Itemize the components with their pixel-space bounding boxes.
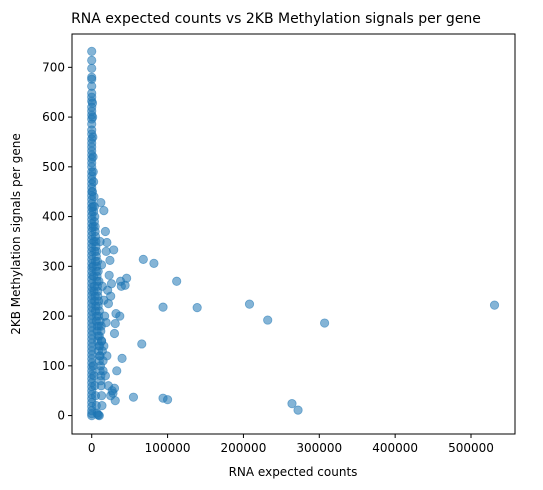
scatter-point — [110, 318, 120, 329]
y-tick-label: 700 — [42, 60, 65, 74]
scatter-point — [90, 226, 100, 237]
x-tick-label: 200000 — [221, 441, 267, 455]
y-tick-label: 400 — [42, 210, 65, 224]
scatter-point — [100, 226, 110, 237]
scatter-point — [89, 177, 99, 187]
scatter-point — [162, 395, 173, 405]
x-tick-label: 400000 — [372, 441, 418, 455]
scatter-point — [106, 279, 117, 289]
scatter-point — [158, 302, 168, 312]
scatter-point — [87, 98, 98, 108]
x-tick-label: 100000 — [145, 441, 191, 455]
scatter-point — [90, 291, 100, 301]
scatter-point — [89, 216, 99, 227]
scatter-point — [109, 328, 120, 339]
scatter-point — [88, 152, 98, 162]
x-axis-ticks: 0 100000 200000 300000 400000 500000 — [88, 434, 494, 455]
y-tick-label: 200 — [42, 309, 65, 323]
scatter-point — [110, 396, 120, 406]
x-axis-label: RNA expected counts — [229, 465, 358, 479]
scatter-point — [87, 46, 97, 57]
plot-frame — [71, 33, 516, 435]
y-tick-label: 600 — [42, 110, 65, 124]
scatter-point — [89, 371, 99, 381]
scatter-point — [87, 187, 98, 197]
scatter-point — [244, 299, 255, 309]
y-axis-label: 2KB Methylation signals per gene — [9, 133, 23, 335]
scatter-point — [287, 399, 297, 409]
y-tick-label: 100 — [42, 359, 65, 373]
x-tick-label: 300000 — [296, 441, 342, 455]
scatter-point — [88, 112, 98, 122]
chart-title: RNA expected counts vs 2KB Methylation s… — [71, 11, 481, 27]
scatter-point — [99, 206, 109, 216]
scatter-point — [137, 339, 147, 349]
scatter-point — [107, 386, 117, 396]
y-tick-label: 500 — [42, 160, 65, 174]
scatter-point — [92, 311, 102, 321]
scatter-point — [489, 300, 500, 310]
x-tick-label: 0 — [88, 441, 96, 455]
scatter-point — [319, 318, 330, 328]
scatter-point — [101, 246, 111, 257]
scatter-point — [88, 132, 98, 142]
scatter-point — [101, 317, 111, 328]
scatter-point — [103, 299, 114, 309]
scatter-point — [293, 405, 303, 415]
scatter-point — [128, 392, 139, 402]
scatter-point — [96, 260, 107, 270]
scatter-point — [122, 273, 132, 283]
x-tick-label: 500000 — [448, 441, 494, 455]
scatter-point — [115, 311, 125, 321]
points-layer — [87, 46, 500, 421]
scatter-point — [192, 303, 202, 313]
scatter-point — [149, 258, 159, 268]
y-tick-label: 0 — [57, 409, 65, 423]
scatter-point — [102, 351, 112, 361]
scatter-point — [88, 361, 98, 371]
scatter-point — [96, 198, 106, 208]
scatter-point — [91, 301, 101, 311]
scatter-point — [87, 55, 97, 65]
scatter-point — [172, 276, 182, 286]
scatter-point — [100, 371, 110, 381]
scatter-point — [90, 381, 100, 391]
scatter-point — [102, 237, 112, 248]
y-tick-label: 300 — [42, 259, 65, 273]
scatter-point — [99, 341, 109, 351]
scatter-point — [117, 353, 127, 363]
scatter-point — [109, 245, 119, 255]
scatter-point — [94, 410, 104, 421]
scatter-point — [89, 207, 99, 217]
scatter-point — [92, 246, 102, 257]
scatter-point — [90, 391, 101, 401]
scatter-point — [138, 254, 148, 264]
scatter-point — [87, 63, 97, 73]
scatter-point — [105, 255, 115, 265]
scatter-point — [263, 315, 273, 325]
scatter-point — [88, 167, 98, 177]
scatter-point — [112, 366, 122, 376]
scatter-point — [104, 270, 114, 280]
y-axis-ticks: 0 100 200 300 400 500 600 700 — [42, 60, 72, 423]
